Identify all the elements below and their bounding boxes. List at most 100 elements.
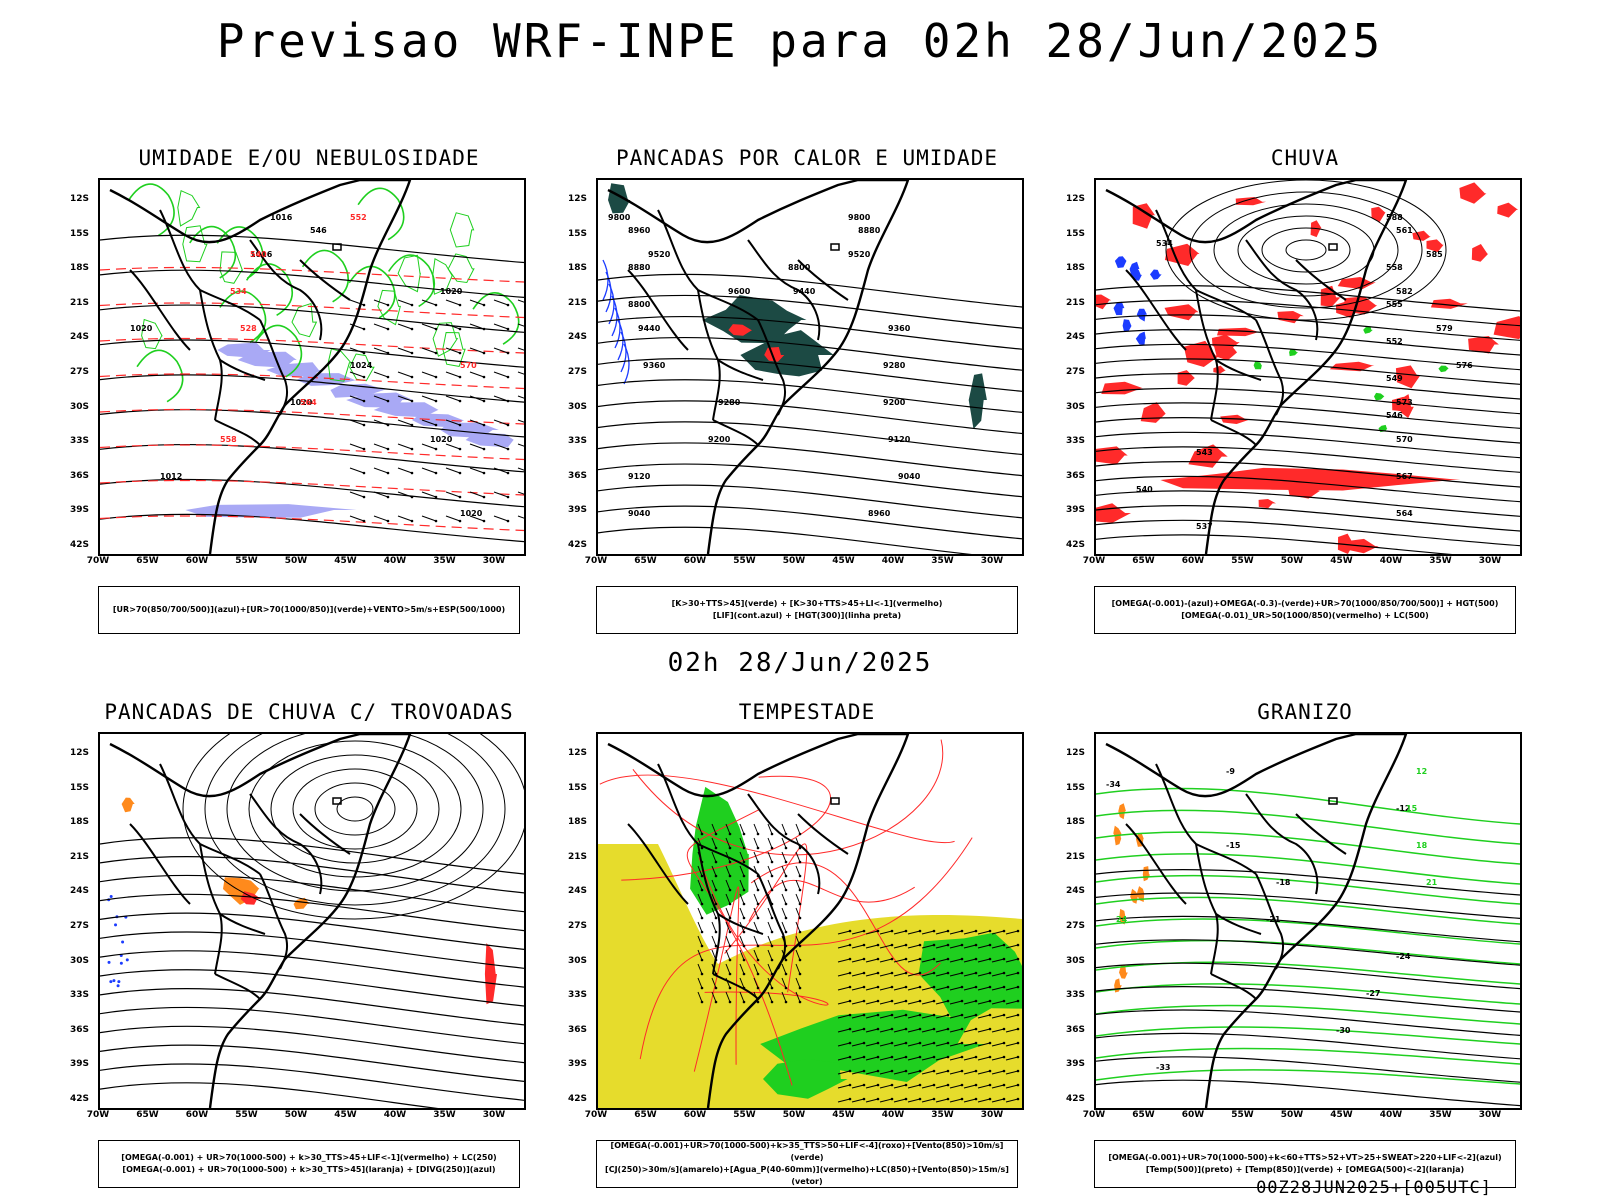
contour-label: 1020	[290, 398, 313, 407]
wind-vector	[963, 929, 978, 935]
panel-title: CHUVA	[1270, 146, 1340, 170]
wind-vector	[879, 943, 894, 949]
lat-tick-label: 18S	[568, 263, 588, 274]
contour-label: 18	[1416, 841, 1428, 850]
wind-vector	[373, 323, 390, 331]
wind-vector	[907, 1097, 922, 1103]
state-border	[1210, 419, 1257, 446]
lif-contour	[602, 259, 609, 301]
wind-vector	[469, 347, 486, 355]
contour-label: 9800	[848, 213, 871, 222]
height-contour	[1213, 203, 1399, 297]
wind-vector	[893, 1083, 908, 1089]
wind-vector	[977, 1097, 992, 1103]
contour-label: 24	[1116, 915, 1128, 924]
green-contour	[442, 331, 466, 367]
panel-title: TEMPESTADE	[738, 700, 876, 724]
wind-vector	[445, 515, 462, 523]
wind-vector	[795, 977, 802, 990]
rain-area-red	[1096, 294, 1112, 310]
contour-label: 9600	[728, 287, 751, 296]
lon-tick-label: 55W	[1231, 1110, 1254, 1120]
wind-vector	[421, 299, 438, 307]
wind-vector	[349, 323, 366, 331]
lat-tick-label: 21S	[568, 851, 588, 862]
streamline	[100, 1025, 524, 1064]
federal-district-marker	[332, 797, 342, 805]
wind-vector	[935, 929, 950, 935]
wind-vector	[753, 935, 760, 948]
contour-label: 9120	[888, 435, 911, 444]
wind-vector	[977, 1055, 992, 1061]
wind-vector	[493, 347, 510, 355]
streamline-red	[632, 739, 944, 856]
wind-vector	[977, 943, 992, 949]
wind-vector	[893, 1041, 908, 1047]
contour-label: 543	[1196, 448, 1213, 457]
lat-tick-label: 24S	[568, 886, 588, 897]
wind-vector	[907, 1041, 922, 1047]
lon-tick-label: 45W	[832, 1110, 855, 1120]
wind-vector	[879, 999, 894, 1005]
wind-vector	[517, 491, 524, 495]
height-contour	[1096, 446, 1520, 473]
streamline	[204, 734, 506, 906]
wind-vector	[865, 1097, 880, 1103]
panel-granizo: GRANIZO -9 -12 -15 -18 -21 -24 -27 -30 -33 -34 12 1…	[1066, 700, 1530, 1190]
state-border	[199, 843, 223, 975]
wind-vector	[767, 949, 774, 962]
wind-vector	[1005, 971, 1020, 977]
divergence-blue-dot	[109, 894, 113, 898]
wind-vector	[421, 443, 438, 451]
rain-area-red	[1471, 244, 1489, 262]
wind-vector	[1005, 957, 1020, 963]
rain-area-red	[1258, 499, 1276, 509]
state-border	[1255, 873, 1285, 970]
state-border	[1195, 843, 1219, 975]
wind-vector	[767, 879, 774, 892]
wind-vector	[991, 971, 1006, 977]
wind-vector	[373, 515, 390, 523]
wind-vector	[373, 395, 390, 403]
contour-label: 9280	[718, 398, 741, 407]
wind-vector	[469, 443, 486, 451]
wind-vector	[879, 1013, 894, 1019]
height-contour	[1096, 490, 1520, 517]
streamline	[182, 734, 524, 920]
contour-label: 570	[1396, 435, 1413, 444]
lat-tick-label: 42S	[70, 1094, 90, 1104]
wind-vector	[963, 1041, 978, 1047]
wind-vector	[977, 971, 992, 977]
lon-tick-label: 45W	[832, 556, 855, 566]
lat-tick-label: 12S	[70, 748, 90, 758]
contour-label: 8960	[628, 226, 651, 235]
wind-vector	[739, 907, 746, 920]
contour-label: -34	[1106, 780, 1121, 789]
height-contour	[1096, 299, 1520, 327]
wind-vector	[837, 943, 852, 949]
wind-vector	[739, 879, 746, 892]
wind-vector	[445, 395, 462, 403]
omega-orange-area	[1119, 908, 1126, 925]
streamline	[100, 969, 524, 1007]
lat-tick-label: 30S	[568, 955, 588, 966]
wind-vector	[397, 395, 414, 403]
state-border	[1125, 823, 1187, 905]
lat-tick-label: 36S	[568, 470, 588, 481]
wind-vector	[921, 971, 936, 977]
wind-vector	[493, 491, 510, 499]
wind-vector	[935, 943, 950, 949]
omega-green-area	[1363, 326, 1373, 334]
temp850-contour	[1096, 1026, 1520, 1045]
wind-vector	[795, 949, 802, 962]
lon-tick-label: 30W	[482, 556, 506, 566]
contour-label: 552	[350, 213, 367, 222]
wind-vector	[725, 837, 732, 850]
convective-area-teal	[608, 183, 631, 214]
wind-vector	[949, 1097, 964, 1103]
wind-vector	[921, 1041, 936, 1047]
rain-area-red	[1337, 277, 1376, 290]
map-svg: 1016 1016 1020 1020 1024 1020 1020 1012 1020 546 5…	[100, 180, 524, 554]
temp500-contour	[1096, 1032, 1520, 1060]
wind-vector	[949, 1055, 964, 1061]
